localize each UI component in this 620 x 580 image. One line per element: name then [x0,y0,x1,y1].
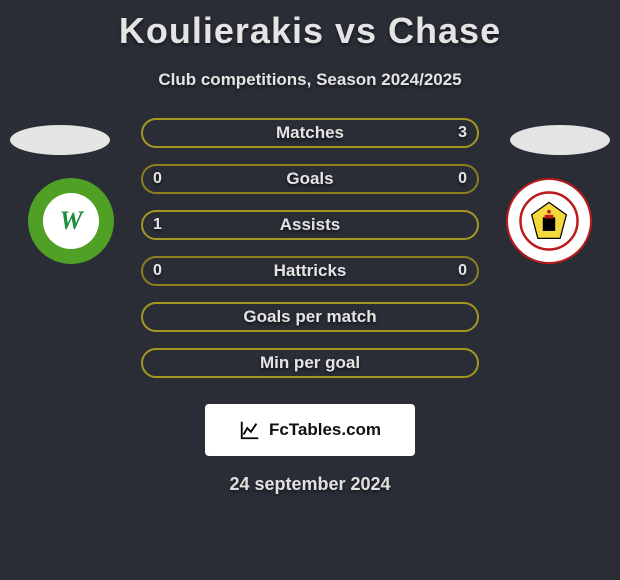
stat-row: Goals0 0 [141,164,479,194]
stat-row: Min per goal [141,348,479,378]
stat-row: Matches3 [141,118,479,148]
stat-value-right: 3 [458,124,467,142]
club-badge-left-letter: W [43,193,99,249]
stat-label: Matches [143,123,477,143]
player-marker-left [10,125,110,155]
club-badge-right-icon [518,190,580,252]
stat-value-right: 0 [458,170,467,188]
brand-text: FcTables.com [269,420,381,440]
stat-label: Goals per match [143,307,477,327]
stat-row: Goals per match [141,302,479,332]
stat-value-right: 0 [458,262,467,280]
stat-value-left: 0 [153,262,162,280]
page-title: Koulierakis vs Chase [0,0,620,52]
stat-row: Assists1 [141,210,479,240]
club-badge-left: W [28,178,114,264]
stat-label: Goals [143,169,477,189]
stat-value-left: 1 [153,216,162,234]
brand-box: FcTables.com [205,404,415,456]
stat-label: Assists [143,215,477,235]
stat-label: Min per goal [143,353,477,373]
player-marker-right [510,125,610,155]
stat-label: Hattricks [143,261,477,281]
date: 24 september 2024 [0,474,620,495]
stat-value-left: 0 [153,170,162,188]
club-badge-right [506,178,592,264]
chart-icon [239,419,261,441]
subtitle: Club competitions, Season 2024/2025 [0,70,620,90]
stat-row: Hattricks0 0 [141,256,479,286]
